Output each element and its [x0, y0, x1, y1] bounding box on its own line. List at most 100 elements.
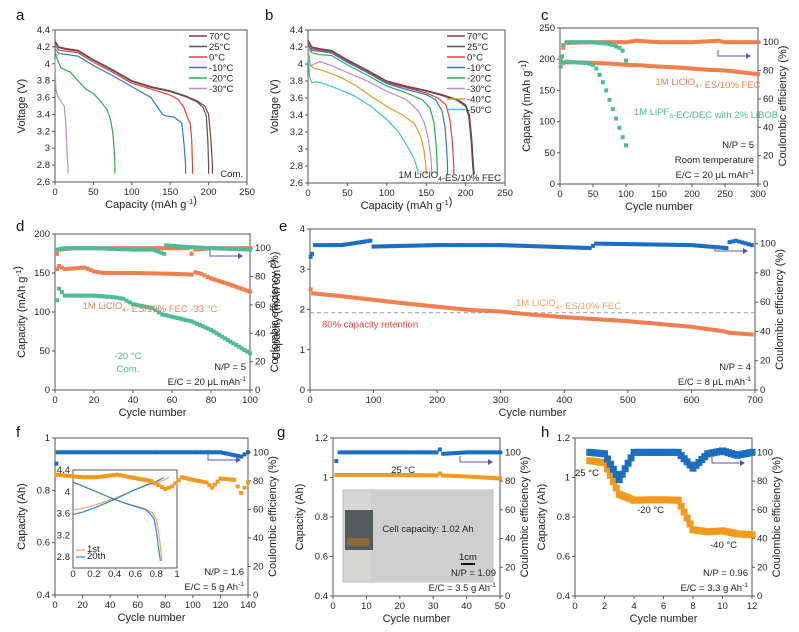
data-point [581, 245, 586, 250]
data-point [721, 329, 726, 334]
data-point [513, 243, 518, 248]
data-point [98, 270, 103, 275]
data-point [675, 40, 679, 45]
data-point [157, 310, 161, 315]
data-point [92, 246, 96, 251]
data-point [607, 42, 612, 47]
data-point [534, 244, 539, 249]
x-axis-label: Cycle number [625, 201, 693, 213]
data-point [80, 475, 85, 480]
y2-tick-label: 0 [757, 591, 762, 602]
y-tick-label: 1.2 [557, 433, 570, 444]
data-point [377, 298, 382, 303]
data-point [731, 69, 736, 74]
data-point [420, 243, 425, 248]
data-point [715, 328, 720, 333]
data-point [725, 68, 730, 73]
data-point [540, 244, 545, 249]
data-point [94, 293, 99, 298]
legend-label: 0°C [467, 53, 483, 64]
arrow-head-icon [746, 53, 751, 59]
data-point [624, 62, 628, 67]
data-point [147, 450, 152, 455]
data-point [152, 271, 156, 276]
series-line-0 [54, 40, 213, 174]
data-point [449, 473, 454, 478]
data-point [629, 242, 634, 247]
annotation-text: 1M LiClO4- ES/10% FEC -33 °C [83, 301, 218, 315]
data-point [248, 289, 252, 294]
data-point [75, 474, 80, 479]
data-point [66, 293, 70, 298]
data-point [225, 337, 230, 342]
x-tick-label: 60 [167, 395, 178, 406]
data-point [364, 472, 369, 477]
inset-curve-20th [72, 477, 164, 516]
data-point [482, 475, 487, 480]
data-point [128, 271, 133, 275]
y-tick-label: 3 [298, 144, 303, 155]
x-axis-label: Cycle number [499, 407, 567, 419]
data-point [432, 304, 437, 309]
data-point [620, 48, 625, 53]
data-point [233, 453, 238, 458]
data-point [677, 242, 682, 247]
data-point [446, 305, 451, 310]
data-point [230, 452, 235, 457]
data-point [168, 246, 173, 251]
y-tick-label: 200 [539, 54, 555, 65]
data-point [453, 243, 458, 248]
data-point [164, 243, 169, 248]
data-point [464, 450, 469, 455]
data-point [727, 240, 732, 245]
data-point [200, 324, 205, 329]
data-point [698, 243, 703, 248]
data-point [162, 246, 167, 251]
x-tick-label: 0 [307, 395, 312, 406]
data-point [563, 245, 568, 250]
y-tick-label: 100 [34, 307, 50, 318]
data-point [735, 40, 739, 45]
data-point [632, 63, 637, 68]
x-tick-label: 200 [201, 187, 217, 198]
right-axis-arrow-icon [207, 454, 236, 461]
x-tick-label: 40 [128, 395, 139, 406]
data-point [367, 450, 372, 455]
data-point [444, 451, 449, 456]
plot-frame [54, 29, 248, 183]
data-point [651, 39, 656, 44]
data-point [504, 243, 509, 248]
x-tick-label: 100 [124, 187, 140, 198]
annotation-text: E/C = 3.5 g Ah-1 [429, 582, 497, 594]
data-point [724, 330, 729, 335]
data-point [461, 450, 466, 455]
data-point [242, 287, 247, 292]
data-point [636, 38, 641, 43]
data-point [651, 64, 656, 69]
data-point [712, 68, 716, 73]
data-point [209, 450, 214, 455]
data-point [153, 246, 158, 251]
data-point [455, 306, 460, 311]
y-tick-label: 1 [323, 473, 328, 484]
data-point [575, 245, 580, 250]
data-point [189, 272, 194, 277]
data-point [78, 293, 83, 298]
y2-tick-label: 60 [255, 300, 266, 311]
data-point [555, 244, 560, 249]
data-point [581, 40, 586, 45]
data-point [465, 243, 470, 248]
data-point [750, 40, 754, 45]
data-point [181, 272, 186, 277]
data-point [471, 243, 476, 248]
data-point [125, 271, 130, 275]
right-axis-arrow-icon [711, 457, 740, 464]
data-point [328, 293, 333, 298]
data-point [543, 244, 548, 249]
data-point [656, 242, 661, 247]
data-point [669, 40, 673, 45]
data-point [706, 67, 711, 72]
y2-tick-label: 20 [253, 561, 264, 572]
y2-tick-label: 40 [760, 326, 771, 337]
data-point [86, 246, 91, 251]
